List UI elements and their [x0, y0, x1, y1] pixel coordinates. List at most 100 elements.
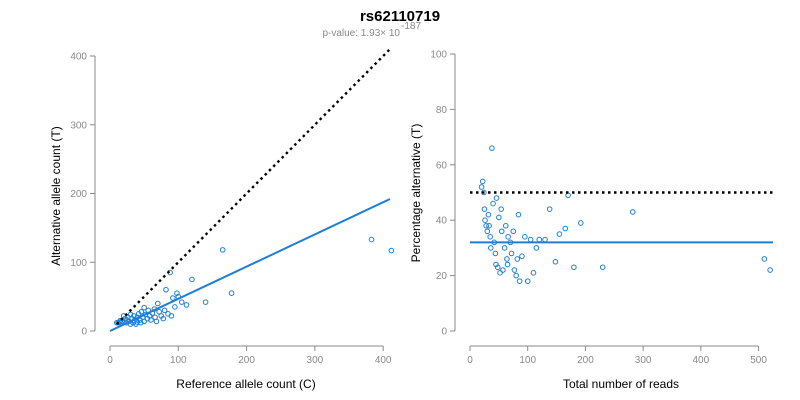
left-data-point — [153, 318, 160, 325]
left-data-point — [202, 299, 209, 305]
right-data-point — [493, 195, 500, 201]
left-y-tick-label: 400 — [70, 52, 87, 63]
right-data-point — [511, 267, 518, 273]
right-data-point — [767, 267, 773, 273]
right-data-point — [513, 272, 519, 279]
right-data-point — [571, 264, 577, 271]
figure-subtitle: p-value: 1.93× 10 — [322, 28, 400, 39]
right-data-point — [562, 225, 569, 232]
right-data-point — [498, 206, 504, 212]
right-data-point — [508, 250, 515, 257]
left-data-point — [148, 317, 154, 323]
right-data-point — [510, 228, 517, 235]
right-data-point — [482, 217, 488, 223]
pvalue-prefix: p-value: 1.93× 10 — [322, 28, 400, 39]
right-data-point — [527, 236, 534, 243]
right-y-tick-label: 80 — [436, 105, 448, 116]
right-data-point — [489, 145, 495, 151]
right-data-point — [487, 245, 494, 251]
left-data-point — [172, 304, 178, 310]
left-data-point — [178, 299, 185, 305]
right-data-point — [481, 189, 487, 196]
right-data-point — [578, 220, 584, 226]
right-x-axis-label: Total number of reads — [563, 377, 679, 391]
right-y-axis-label: Percentage alternative (T) — [409, 124, 423, 263]
right-data-point — [500, 267, 506, 273]
right-data-point — [486, 222, 492, 229]
left-fit-line — [109, 198, 391, 332]
right-data-point — [536, 236, 543, 243]
right-data-point — [552, 258, 559, 265]
left-x-axis-label: Reference allele count (C) — [176, 377, 315, 391]
left-data-point — [141, 318, 147, 325]
right-data-point — [487, 234, 494, 240]
left-data-point — [168, 313, 175, 319]
right-x-tick-label: 400 — [693, 355, 710, 366]
right-x-tick-label: 200 — [577, 355, 594, 366]
left-data-point — [368, 236, 375, 243]
right-data-point — [479, 178, 486, 185]
right-data-point — [490, 200, 496, 207]
right-data-point — [492, 250, 499, 257]
right-data-point — [515, 211, 522, 218]
right-data-point — [498, 228, 505, 235]
right-data-point — [556, 231, 563, 237]
right-y-tick-label: 100 — [430, 50, 447, 61]
right-data-point — [496, 214, 502, 221]
left-reference-line — [115, 48, 391, 325]
left-x-tick-label: 300 — [307, 355, 324, 366]
right-x-tick-label: 500 — [750, 355, 767, 366]
right-data-point — [493, 261, 499, 268]
left-data-point — [155, 300, 161, 307]
pvalue-exponent: -187 — [401, 21, 421, 32]
right-x-tick-label: 300 — [635, 355, 652, 366]
right-data-point — [522, 234, 528, 240]
right-y-tick-label: 20 — [436, 271, 448, 282]
left-data-point — [228, 290, 235, 296]
left-x-tick-label: 0 — [107, 355, 113, 366]
right-data-point — [501, 245, 508, 251]
right-data-point — [599, 264, 606, 271]
left-y-tick-label: 100 — [70, 258, 87, 269]
right-data-point — [530, 270, 537, 276]
right-data-point — [504, 256, 510, 262]
right-y-tick-label: 40 — [436, 216, 448, 227]
right-data-point — [542, 236, 548, 243]
right-data-point — [761, 256, 768, 262]
right-data-point — [524, 278, 531, 284]
left-data-point — [183, 302, 190, 308]
right-data-point — [497, 270, 503, 276]
right-data-point — [504, 261, 511, 268]
right-data-point — [502, 222, 509, 229]
right-data-point — [505, 234, 511, 240]
right-scatter-panel: Total number of reads Percentage alterna… — [409, 50, 773, 391]
right-data-point — [546, 206, 553, 212]
right-data-point — [483, 222, 489, 229]
right-data-point — [484, 228, 491, 235]
right-y-tick-label: 0 — [441, 327, 447, 338]
left-data-point — [138, 308, 145, 315]
right-data-point — [519, 253, 525, 260]
right-data-point — [494, 264, 501, 271]
left-data-point — [174, 290, 180, 296]
left-x-tick-label: 200 — [238, 355, 255, 366]
left-data-point — [137, 319, 144, 326]
right-data-point — [533, 245, 540, 251]
right-data-point — [478, 184, 485, 190]
left-data-point — [161, 307, 168, 314]
left-data-point — [160, 315, 167, 322]
right-y-tick-label: 60 — [436, 160, 448, 171]
right-data-point — [516, 278, 523, 284]
right-data-point — [514, 256, 521, 262]
right-data-point — [629, 209, 636, 215]
left-y-tick-label: 200 — [70, 189, 87, 200]
right-x-tick-label: 0 — [467, 355, 473, 366]
right-data-point — [481, 206, 488, 212]
figure-title: rs62110719 — [360, 8, 440, 25]
left-y-tick-label: 0 — [81, 327, 87, 338]
left-y-axis-label: Alternative allele count (T) — [49, 126, 63, 265]
right-data-point — [485, 211, 492, 218]
left-data-point — [141, 304, 147, 311]
left-x-tick-label: 400 — [375, 355, 392, 366]
